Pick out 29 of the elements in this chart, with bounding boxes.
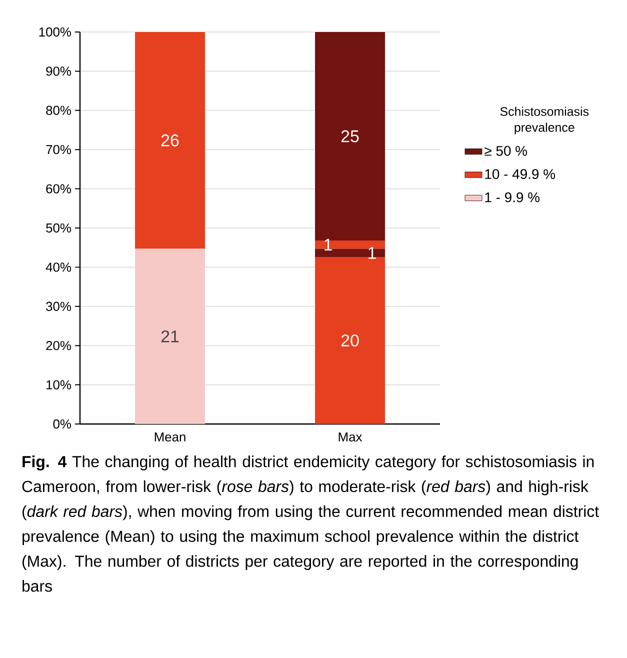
y-tick-label: 80% [46, 106, 72, 115]
y-tick-label: 70% [46, 145, 72, 154]
y-tick-label: 20% [46, 341, 72, 350]
bar [135, 248, 205, 424]
y-tick-label: 30% [46, 302, 72, 311]
bar [315, 248, 385, 257]
text: Fig. 4 The changing of health district endemicity category for schistosomiasis in Cameroon, from lower-risk (rose bars) to moderate-risk (red bars) and high-risk (dark red bars), when moving from using the current recommended mean district prevalence (Mean) to using the maximum school prevalence within the district (Max). The number of districts per category are reported in the corresponding bars [22, 456, 599, 592]
y-tick-label: 10% [46, 380, 72, 390]
annotation: 21 [161, 330, 179, 342]
legend-label: 1 - 9.9 % [485, 192, 540, 202]
y-tick-label: 100% [39, 27, 72, 37]
annotation: 25 [341, 130, 359, 142]
y-tick-label: 60% [46, 184, 72, 194]
annotation: 20 [341, 334, 359, 346]
y-tick-label: 0% [53, 419, 72, 429]
x-tick-label: Max [338, 432, 362, 442]
bar [315, 257, 385, 424]
annotation: 26 [161, 134, 179, 146]
bar [135, 32, 205, 249]
x-tick-label: Mean [154, 432, 186, 442]
y-tick-label: 40% [46, 262, 72, 272]
bar [315, 240, 385, 249]
legend-label: 10 - 49.9 % [485, 169, 556, 180]
legend-title: Schistosomiasis prevalence [500, 106, 589, 134]
annotation: 1 [368, 247, 376, 259]
annotation: 1 [324, 238, 332, 250]
legend-label: ≥ 50 % [484, 146, 527, 156]
y-tick-label: 90% [46, 66, 72, 76]
y-tick-label: 50% [46, 223, 72, 233]
